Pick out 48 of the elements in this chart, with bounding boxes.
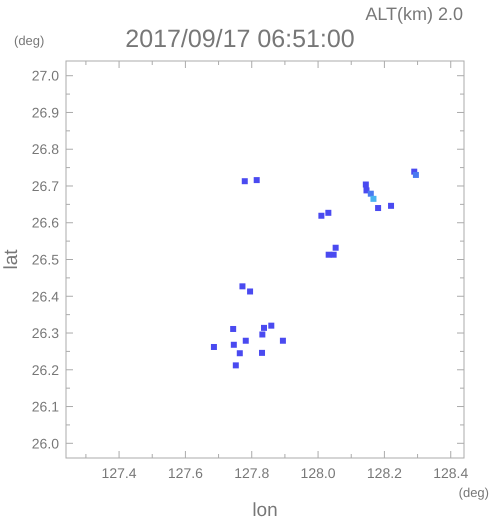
- chart-title: 2017/09/17 06:51:00: [125, 25, 355, 53]
- y-axis-title: lat: [1, 248, 22, 270]
- point: [325, 210, 332, 216]
- text: (deg): [14, 33, 44, 48]
- point: [388, 202, 394, 209]
- y-tick-label: 26.4: [32, 288, 60, 304]
- point: [210, 344, 217, 350]
- point: [412, 172, 419, 178]
- x-tick-label: 127.8: [234, 465, 270, 481]
- x-tick-label: 128.2: [366, 465, 402, 481]
- x-tick-label: 128.4: [433, 465, 468, 481]
- chart-subtitle: ALT(km) 2.0: [365, 4, 463, 24]
- y-tick-label: 26.2: [32, 362, 60, 378]
- point: [280, 338, 286, 344]
- y-tick-label: 26.9: [32, 104, 60, 120]
- point: [247, 288, 254, 294]
- point: [332, 244, 339, 251]
- point: [230, 326, 236, 332]
- point: [268, 322, 274, 329]
- point: [261, 324, 268, 331]
- point: [254, 177, 260, 184]
- point: [370, 196, 376, 202]
- point: [318, 212, 324, 219]
- y-tick-label: 26.3: [32, 325, 60, 342]
- point: [242, 338, 249, 344]
- x-tick-label: 128.0: [300, 465, 336, 481]
- x-tick-label: 127.6: [168, 465, 204, 481]
- y-tick-label: 26.8: [32, 141, 60, 158]
- point: [375, 205, 382, 212]
- y-tick-label: 26.6: [32, 214, 60, 231]
- y-tick-label: 26.0: [32, 435, 60, 452]
- y-tick-label: 27.0: [32, 68, 60, 84]
- x-axis-title: lon: [252, 500, 278, 521]
- point: [236, 350, 243, 356]
- point: [232, 362, 239, 368]
- point: [239, 283, 246, 290]
- point: [259, 331, 266, 338]
- y-tick-label: 26.7: [32, 178, 60, 194]
- point: [259, 350, 266, 356]
- point: [230, 342, 237, 348]
- point: [330, 252, 337, 258]
- point: [242, 178, 248, 184]
- y-tick-label: 26.5: [32, 252, 60, 268]
- point: [362, 182, 369, 188]
- y-tick-label: 26.1: [32, 398, 60, 415]
- x-tick-label: 127.4: [102, 465, 137, 481]
- text: (deg): [458, 485, 489, 500]
- point: [368, 190, 374, 197]
